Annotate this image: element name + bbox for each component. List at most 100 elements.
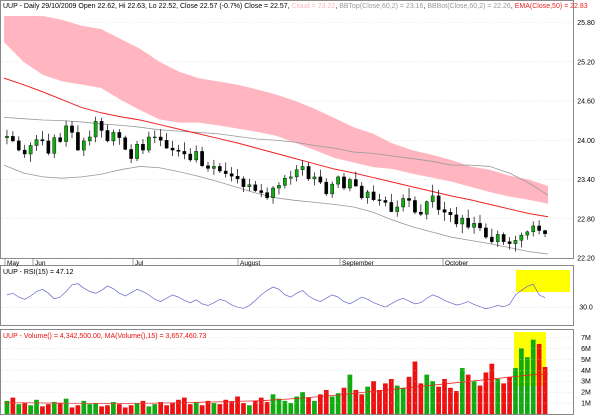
candle-body	[306, 166, 311, 180]
volume-bar	[453, 391, 459, 414]
volume-bar	[75, 405, 81, 414]
candle-body	[105, 130, 110, 142]
price-tick-label: 24.60	[577, 99, 595, 106]
candle-body	[330, 183, 334, 195]
candle-body	[383, 200, 388, 203]
symbol-label: UUP	[3, 3, 18, 10]
candle-body	[413, 200, 417, 213]
candle-body	[348, 179, 352, 189]
candle-body	[531, 225, 536, 233]
volume-tick-label: 4M	[581, 368, 591, 375]
candle-body	[507, 241, 512, 244]
volume-bar	[199, 405, 205, 414]
candle-body	[212, 166, 216, 169]
candle-body	[152, 136, 157, 139]
ema-legend: EMA(Close,50) = 22.83	[515, 3, 588, 10]
candle-body	[176, 149, 181, 152]
volume-bar	[122, 407, 128, 414]
volume-bar	[116, 404, 122, 414]
candle-body	[365, 191, 370, 199]
ema50-line	[3, 77, 549, 218]
volume-bar	[270, 394, 276, 414]
bb-bottom-line	[3, 164, 549, 255]
candle-body	[135, 143, 139, 159]
candle-body	[478, 223, 482, 229]
candle-body	[501, 234, 506, 242]
candle-body	[28, 145, 33, 155]
candle-body	[164, 140, 169, 149]
month-label: August	[240, 260, 260, 267]
volume-bar	[400, 387, 406, 414]
cloud-area	[4, 16, 548, 204]
volume-bar	[229, 401, 235, 414]
volume-bar	[264, 401, 270, 414]
candle-body	[525, 231, 530, 236]
volume-bar	[276, 398, 282, 414]
candle-body	[99, 121, 104, 131]
month-label: September	[342, 260, 375, 267]
candle-body	[111, 132, 116, 142]
candle-body	[188, 153, 193, 161]
volume-bar	[412, 361, 418, 414]
candle-body	[294, 169, 299, 178]
volume-bar	[519, 348, 524, 414]
volume-legend: UUP - Volume() = 4,342,500.00,	[3, 333, 103, 340]
volume-bar	[10, 397, 16, 414]
candle-body	[312, 176, 317, 180]
volume-bar	[471, 381, 477, 414]
month-label: Jun	[35, 260, 46, 267]
volume-bar	[294, 396, 300, 414]
volume-bar	[442, 379, 447, 414]
candle-body	[76, 132, 80, 151]
candle-body	[247, 184, 252, 187]
candle-body	[543, 230, 547, 234]
volume-bar	[105, 405, 110, 414]
volume-bar	[57, 403, 63, 414]
volume-bar	[34, 399, 39, 414]
candle-body	[253, 184, 258, 191]
month-label: Jul	[135, 260, 144, 267]
month-label: October	[445, 260, 469, 267]
ema-line	[3, 77, 549, 218]
open-label: Open 22.62	[78, 3, 115, 10]
price-tick-label: 23.40	[577, 177, 595, 184]
candle-body	[235, 176, 240, 180]
price-tick-label: 22.20	[577, 256, 595, 263]
high-label: Hi 22.63	[119, 3, 145, 10]
candle-body	[117, 132, 122, 138]
volume-ma-path	[3, 373, 549, 404]
volume-bar	[377, 389, 382, 414]
rsi-line	[6, 283, 546, 310]
volume-bar	[329, 396, 335, 414]
volume-bar	[241, 403, 246, 414]
volume-bar	[87, 404, 93, 414]
volume-bar	[459, 368, 465, 414]
volume-bar	[22, 403, 28, 414]
volume-axis: 7M 6M 5M 4M 3M 2M 1M	[1, 335, 591, 408]
volume-bar	[252, 400, 258, 414]
candle-body	[407, 198, 411, 201]
candle-body	[194, 151, 198, 161]
volume-bar	[359, 394, 365, 414]
volume-ma-legend: MA(Volume(),15) = 3,657,460.73	[105, 333, 207, 340]
candle-body	[513, 240, 518, 244]
volume-bar	[288, 403, 294, 414]
volume-bar	[353, 389, 359, 414]
volume-bar	[483, 372, 489, 414]
volume-bar	[158, 401, 164, 414]
candle-body	[318, 176, 323, 183]
candle-body	[22, 149, 27, 155]
candle-body	[93, 121, 98, 138]
candlesticks	[5, 116, 547, 252]
volume-bar	[16, 404, 22, 414]
candle-body	[170, 147, 175, 151]
volume-tick-label: 6M	[581, 346, 591, 353]
volume-bar	[317, 394, 323, 414]
volume-bar	[418, 383, 424, 414]
close-legend: Close = 22.57	[244, 3, 287, 10]
candle-body	[200, 151, 204, 166]
volume-bar	[365, 386, 371, 414]
candle-body	[336, 176, 340, 185]
price-axis: 25.80 25.20 24.60 24.00 23.40 22.80 22.20	[577, 20, 595, 262]
volume-bar	[69, 407, 75, 414]
